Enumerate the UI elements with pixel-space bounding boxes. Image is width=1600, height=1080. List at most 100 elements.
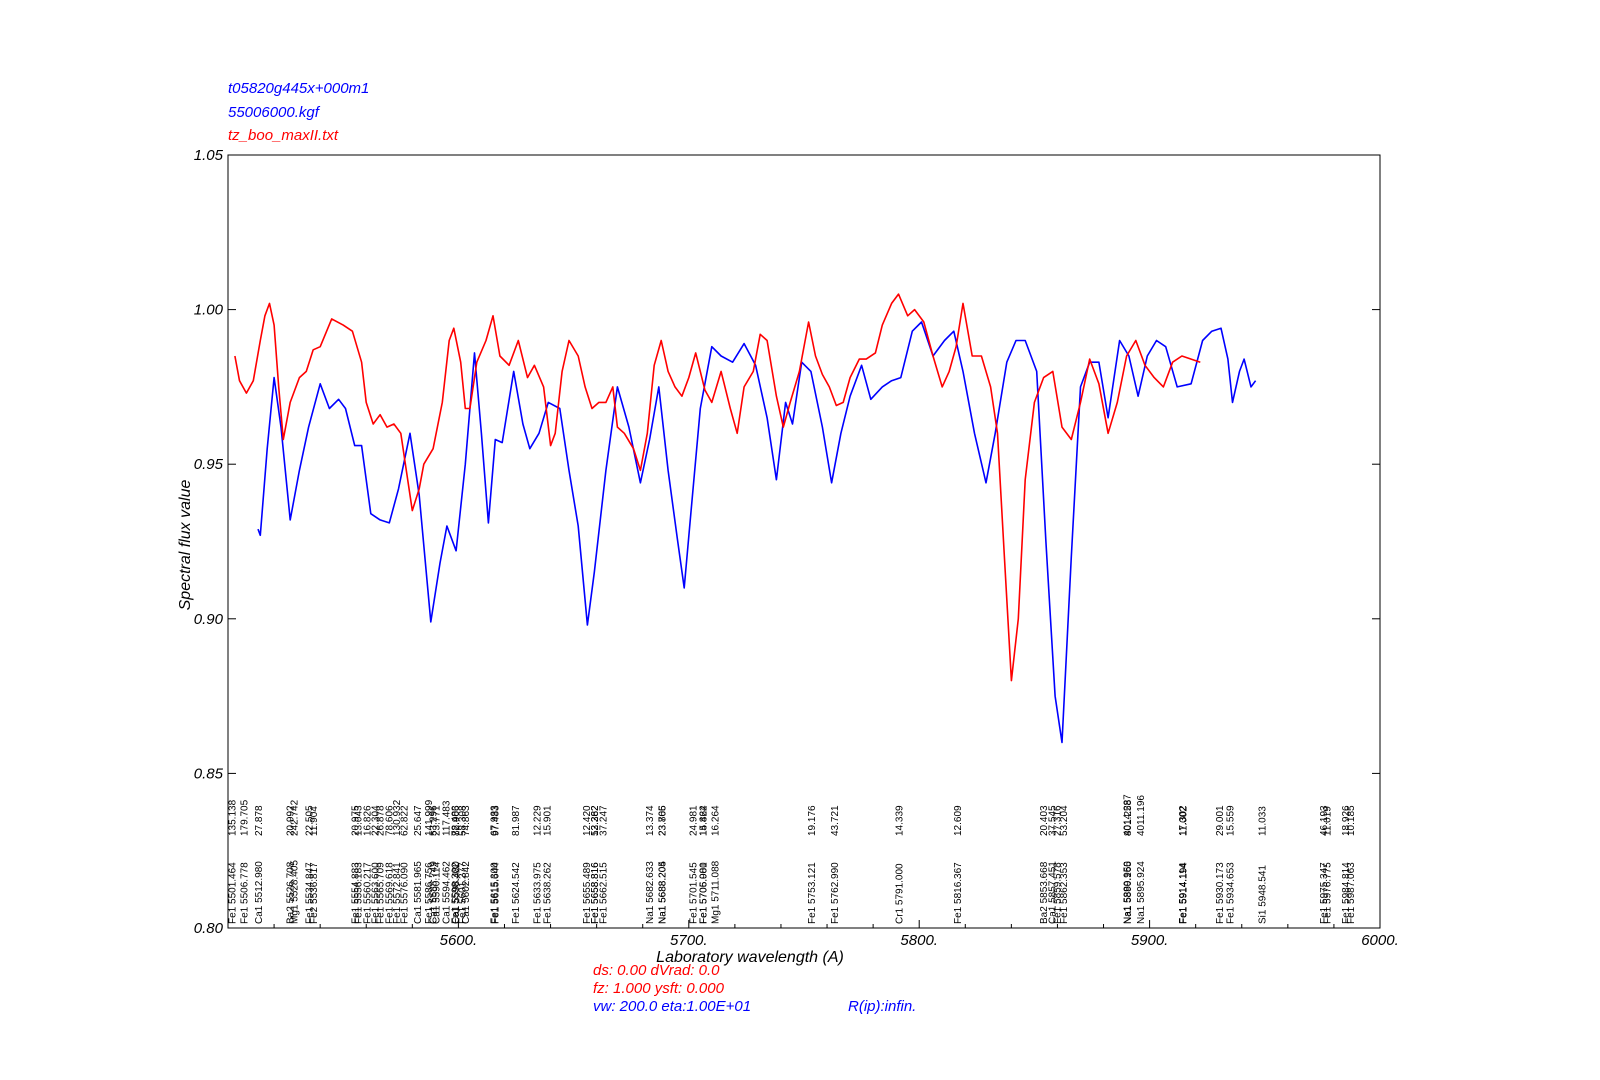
line-id-label: Fe1 5615.644 <box>490 862 501 924</box>
line-id-label: Ca1 5588.749 <box>428 861 439 924</box>
line-id-strength: 25.647 <box>413 805 424 836</box>
line-id-label: Fe1 5862.353 <box>1059 862 1070 924</box>
footer-ds-dvrad: ds: 0.00 dVrad: 0.0 <box>593 962 720 979</box>
x-tick-label: 6000. <box>1361 932 1399 949</box>
line-id-strength: 130.932 <box>392 799 403 836</box>
line-id-strength: 117.483 <box>442 800 453 836</box>
line-id-label: Ca1 5594.462 <box>442 861 453 924</box>
line-id-strength: 78.606 <box>384 805 395 836</box>
line-id-label: Ba2 5526.708 <box>286 861 297 924</box>
line-id-label: Fe1 5638.262 <box>543 862 554 924</box>
line-id-label: Fe1 5506.778 <box>240 862 251 924</box>
series-observed-line <box>234 293 1201 682</box>
line-id-strength: 16.826 <box>363 805 374 836</box>
line-id-label: Ca1 5590.114 <box>432 861 443 924</box>
line-id-strength: 37.545 <box>1048 805 1059 836</box>
x-tick-label: 5900. <box>1131 932 1169 949</box>
y-tick-label: 0.90 <box>194 611 224 628</box>
line-id-label: Fe1 5706.000 <box>699 862 710 924</box>
line-id-strength: 24.981 <box>688 805 699 836</box>
line-id-strength: 58.308 <box>457 805 468 836</box>
y-tick-label: 0.80 <box>194 920 224 937</box>
line-id-strength: 179.705 <box>240 799 251 836</box>
line-id-strength: 11.033 <box>1257 806 1268 836</box>
y-tick-label: 0.95 <box>194 456 224 473</box>
footer-fz-ysft: fz: 1.000 ysft: 0.000 <box>593 980 724 997</box>
line-id-label: Fe1 5554.883 <box>350 862 361 924</box>
line-id-label: Fe1 5655.489 <box>582 862 593 924</box>
line-id-strength: 23.771 <box>432 805 443 836</box>
y-axis: 0.80 0.85 0.90 0.95 1.00 1.05 <box>194 147 1380 937</box>
line-id-strength: 15.422 <box>699 805 710 836</box>
line-id-label: Fe1 5914.194 <box>1178 862 1189 924</box>
line-id-strength: 10.185 <box>1346 805 1357 836</box>
line-id-strength: 67.933 <box>490 805 501 836</box>
line-id-strength: 12.229 <box>533 805 544 836</box>
plot-frame <box>227 154 1381 929</box>
line-id-label: Fe1 5930.173 <box>1215 862 1226 924</box>
line-id-label: Na1 5682.633 <box>645 861 656 924</box>
line-id-strength: 43.721 <box>830 805 841 836</box>
line-id-label: Fe1 5934.653 <box>1225 862 1236 924</box>
line-identifications: Fe1 5501.464 135.138 Fe1 5506.778 179.705 Ca… <box>227 794 1357 924</box>
line-id-strength: 53.296 <box>428 805 439 836</box>
line-id-strength: 12.609 <box>953 805 964 836</box>
line-id-label: Fe1 5658.816 <box>590 862 601 924</box>
line-id-strength: 12.420 <box>582 805 593 836</box>
line-id-strength: 16.264 <box>710 805 721 836</box>
line-id-strength: 74.863 <box>461 805 472 836</box>
line-id-label: Fe1 5560.217 <box>363 862 374 924</box>
line-id-label: Fe2 5536.817 <box>309 862 320 924</box>
line-id-strength: 62.822 <box>399 805 410 836</box>
x-tick-label: 5600. <box>440 932 478 949</box>
line-id-label: Fe1 5701.545 <box>688 862 699 924</box>
line-id-strength: 23.806 <box>658 805 669 836</box>
line-id-strength: 82.906 <box>451 805 462 836</box>
line-id-strength: 15.901 <box>543 805 554 836</box>
line-id-label: Fe1 5976.775 <box>1322 862 1333 924</box>
line-id-strength: 141.999 <box>424 799 435 836</box>
line-id-label: Fe1 5762.990 <box>830 862 841 924</box>
line-id-label: Fe1 5534.847 <box>304 862 315 924</box>
line-id-strength: 4014.287 <box>1122 794 1133 836</box>
line-id-strength: 26.878 <box>375 805 386 836</box>
line-id-strength: 27.878 <box>254 805 265 836</box>
line-id-label: Ca1 5857.451 <box>1048 861 1059 924</box>
line-id-strength: 37.247 <box>598 805 609 836</box>
y-tick-label: 1.05 <box>194 147 224 164</box>
line-id-label: Fe1 5615.300 <box>490 862 501 924</box>
x-axis-label: Laboratory wavelength (A) <box>656 949 844 966</box>
line-id-strength: 20.975 <box>350 805 361 836</box>
line-id-label: Na1 5895.924 <box>1136 861 1147 924</box>
line-id-strength: 53.262 <box>590 805 601 836</box>
line-id-strength: 97.483 <box>490 805 501 836</box>
line-id-label: Ca1 5512.980 <box>254 861 265 924</box>
spectrum-series <box>234 293 1257 744</box>
line-id-strength: 4011.196 <box>1136 795 1147 836</box>
line-id-label: Fe1 5753.121 <box>807 862 818 924</box>
line-id-label: Na1 5890.165 <box>1123 861 1134 924</box>
line-id-label: Fe1 5859.578 <box>1052 862 1063 924</box>
line-id-strength: 29.001 <box>1215 805 1226 836</box>
line-id-strength: 53.204 <box>1059 805 1070 836</box>
line-id-label: Fe1 5987.063 <box>1346 862 1357 924</box>
x-tick-label: 5700. <box>670 932 708 949</box>
line-id-label: Mg1 5528.405 <box>289 860 300 924</box>
line-id-label: Na1 5688.204 <box>658 861 669 924</box>
line-id-label: Fe1 5633.975 <box>533 862 544 924</box>
line-id-label: Fe1 5658.816 <box>590 862 601 924</box>
line-id-label: Ca1 5602.842 <box>461 861 472 924</box>
line-id-strength: 22.304 <box>371 805 382 836</box>
line-id-strength: 27.316 <box>1052 805 1063 836</box>
line-id-label: Ca1 5581.965 <box>413 861 424 924</box>
line-id-strength: 17.302 <box>1178 805 1189 836</box>
x-axis: 5600. 5700. 5800. 5900. 6000. <box>273 920 1399 949</box>
line-id-strength: 20.992 <box>286 805 297 836</box>
line-id-strength: 14.864 <box>699 805 710 836</box>
line-id-label: Fe1 5705.981 <box>699 862 710 924</box>
legend-model-file: 55006000.kgf <box>228 104 319 121</box>
footer-vw-eta: vw: 200.0 eta:1.00E+01 <box>593 998 752 1015</box>
line-id-label: Na1 5889.950 <box>1122 861 1133 924</box>
line-id-strength: 12.382 <box>590 805 601 836</box>
